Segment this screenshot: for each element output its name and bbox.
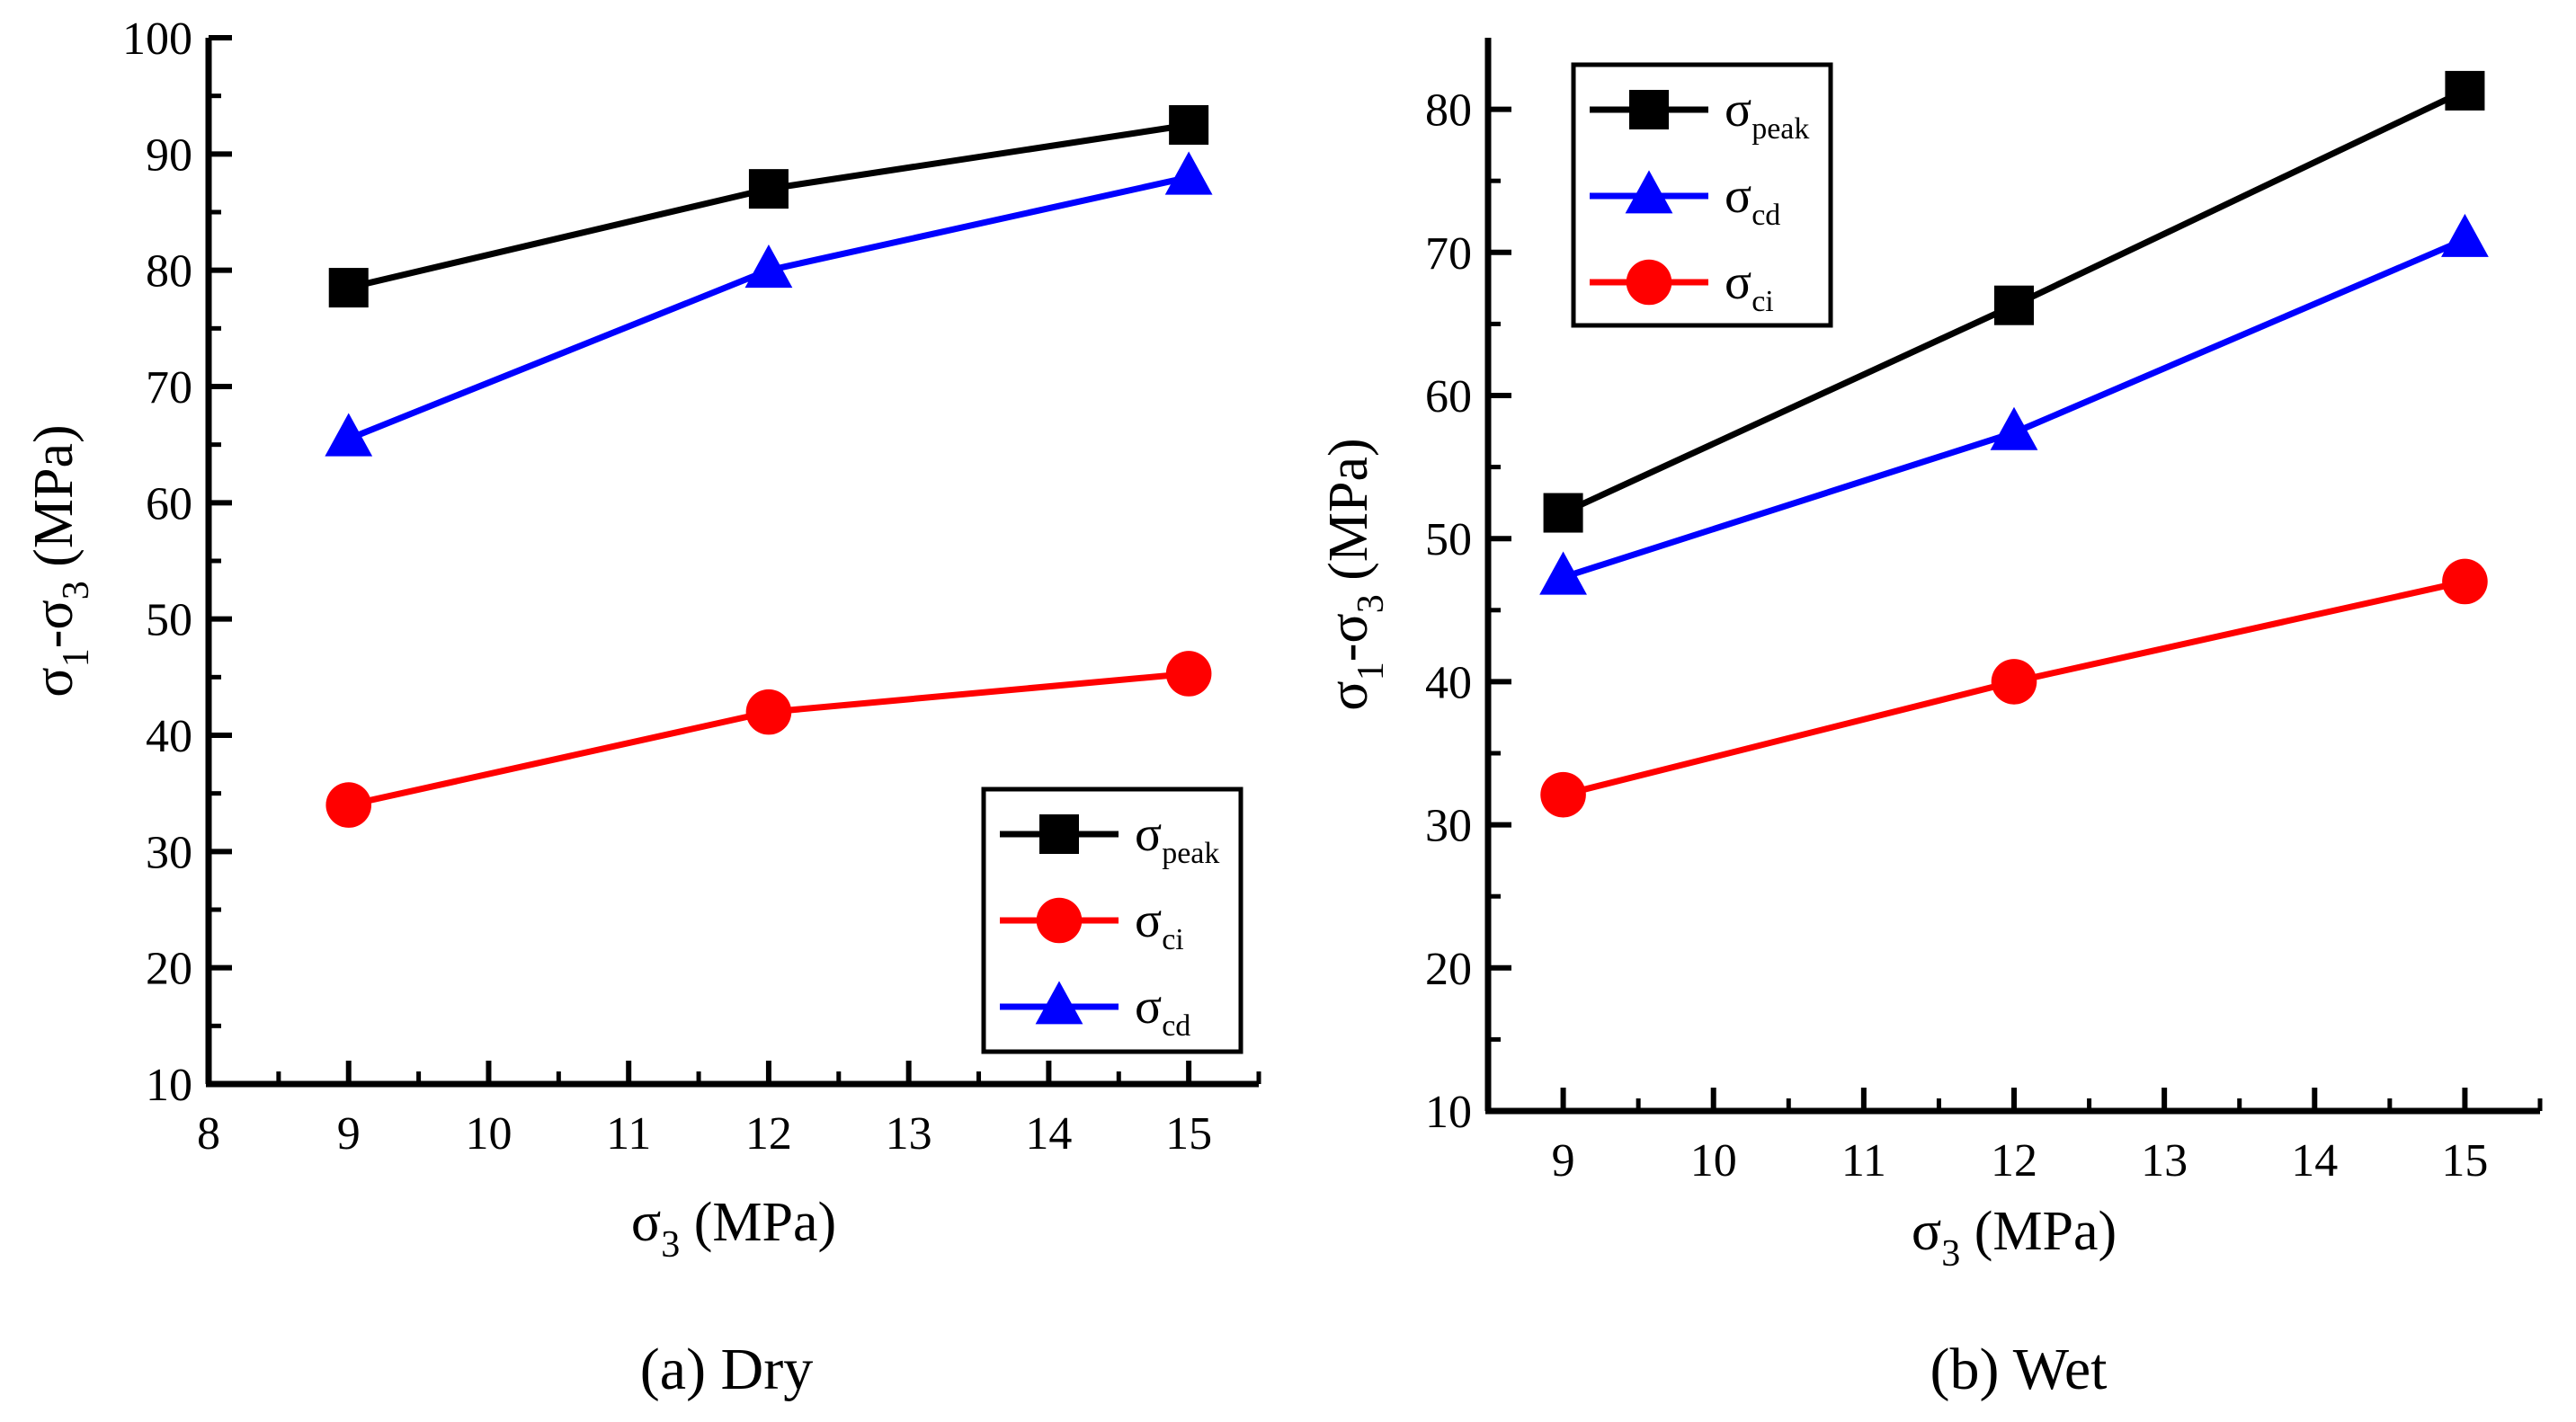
x-axis-title: σ3 (MPa) bbox=[631, 1192, 836, 1266]
x-tick-label: 13 bbox=[886, 1108, 932, 1160]
y-tick-label: 20 bbox=[146, 944, 192, 995]
x-tick-label: 14 bbox=[2291, 1135, 2338, 1186]
y-tick-label: 40 bbox=[1425, 657, 1472, 708]
x-tick-label: 12 bbox=[1991, 1135, 2037, 1186]
x-tick-label: 11 bbox=[606, 1108, 651, 1160]
y-tick-label: 20 bbox=[1425, 944, 1472, 995]
legend-marker-cd bbox=[1035, 981, 1083, 1025]
data-point-cd bbox=[744, 244, 793, 289]
y-tick-label: 60 bbox=[1425, 371, 1472, 422]
x-tick-label: 15 bbox=[2441, 1135, 2488, 1186]
chart-caption: (a) Dry bbox=[640, 1337, 813, 1402]
series-line-cd bbox=[347, 173, 1190, 442]
x-axis-title: σ3 (MPa) bbox=[1912, 1201, 2117, 1275]
x-tick-label: 14 bbox=[1025, 1108, 1072, 1160]
data-point-cd bbox=[1539, 551, 1587, 595]
data-point-peak bbox=[328, 268, 369, 308]
data-point-cd bbox=[2441, 213, 2489, 257]
x-tick-label: 13 bbox=[2141, 1135, 2188, 1186]
legend-marker-ci bbox=[1626, 259, 1672, 306]
data-point-peak bbox=[1543, 493, 1583, 533]
y-tick-label: 50 bbox=[1425, 514, 1472, 565]
y-tick-label: 10 bbox=[1425, 1087, 1472, 1138]
y-axis-title: σ1-σ3 (MPa) bbox=[23, 424, 97, 697]
legend-label-cd: σcd bbox=[1725, 168, 1780, 232]
chart-caption: (b) Wet bbox=[1930, 1337, 2108, 1402]
y-tick-label: 30 bbox=[146, 827, 192, 878]
data-point-ci bbox=[325, 782, 372, 828]
x-tick-label: 9 bbox=[337, 1108, 361, 1160]
data-point-peak bbox=[748, 169, 789, 209]
y-tick-label: 40 bbox=[146, 711, 192, 762]
data-point-ci bbox=[1165, 651, 1212, 697]
data-point-cd bbox=[1990, 406, 2038, 450]
y-tick-label: 80 bbox=[1425, 85, 1472, 137]
x-tick-label: 11 bbox=[1841, 1135, 1886, 1186]
y-tick-label: 60 bbox=[146, 478, 192, 529]
data-point-ci bbox=[2442, 558, 2488, 605]
data-point-peak bbox=[2445, 70, 2485, 111]
y-tick-label: 70 bbox=[146, 362, 192, 413]
legend-marker-peak bbox=[1629, 90, 1669, 129]
x-tick-label: 9 bbox=[1552, 1135, 1575, 1186]
legend-label-peak: σpeak bbox=[1135, 806, 1219, 870]
data-point-ci bbox=[1991, 659, 2037, 705]
y-tick-label: 90 bbox=[146, 129, 192, 181]
x-tick-label: 8 bbox=[197, 1108, 220, 1160]
legend-marker-cd bbox=[1625, 170, 1673, 214]
data-point-peak bbox=[1169, 105, 1209, 145]
y-tick-label: 30 bbox=[1425, 801, 1472, 852]
y-tick-label: 50 bbox=[146, 595, 192, 646]
y-tick-label: 70 bbox=[1425, 228, 1472, 280]
legend-label-cd: σcd bbox=[1135, 979, 1190, 1043]
y-axis-title: σ1-σ3 (MPa) bbox=[1318, 438, 1392, 710]
legend-label-peak: σpeak bbox=[1725, 82, 1809, 146]
legend-label-ci: σci bbox=[1135, 893, 1184, 956]
data-point-ci bbox=[745, 689, 792, 735]
x-tick-label: 12 bbox=[745, 1108, 792, 1160]
data-point-cd bbox=[325, 413, 373, 457]
chart-wet: 10 20 30 40 50 60 70 80 9 10 11 12 13 14 15 σpeak σcd σci… bbox=[1318, 38, 2543, 1402]
y-tick-label: 80 bbox=[146, 246, 192, 298]
data-point-ci bbox=[1540, 771, 1586, 818]
legend-label-ci: σci bbox=[1725, 254, 1774, 318]
data-point-peak bbox=[1994, 285, 2034, 325]
data-point-cd bbox=[1164, 151, 1213, 195]
y-tick-label: 10 bbox=[146, 1060, 192, 1111]
x-tick-label: 10 bbox=[1690, 1135, 1737, 1186]
legend-marker-ci bbox=[1036, 897, 1083, 944]
legend-marker-peak bbox=[1039, 814, 1079, 854]
x-tick-label: 10 bbox=[465, 1108, 512, 1160]
x-tick-label: 15 bbox=[1165, 1108, 1212, 1160]
chart-dry: 10 20 30 40 50 60 70 80 90 100 8 9 10 11 12 13 14 15 σpeak… bbox=[23, 13, 1261, 1402]
y-tick-label: 100 bbox=[122, 13, 192, 65]
